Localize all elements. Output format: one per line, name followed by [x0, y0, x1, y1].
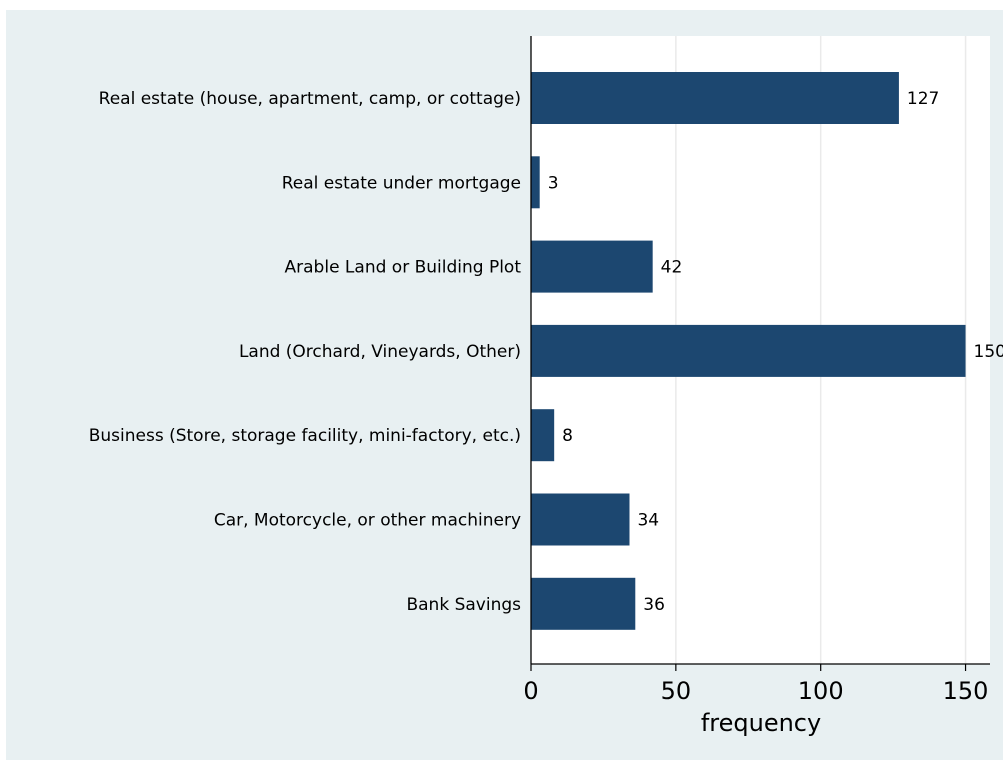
x-tick-label: 50: [661, 677, 692, 705]
category-label: Real estate under mortgage: [282, 173, 521, 193]
x-tick-label: 0: [523, 677, 538, 705]
data-label: 36: [643, 595, 665, 615]
category-label: Business (Store, storage facility, mini-…: [89, 426, 521, 446]
bar: [531, 240, 653, 293]
bar: [531, 577, 636, 630]
data-label: 127: [907, 89, 939, 109]
data-label: 150: [974, 342, 1003, 362]
bar: [531, 72, 899, 124]
data-label: 42: [661, 258, 683, 278]
bar: [531, 409, 555, 462]
bar: [531, 324, 966, 377]
bar: [531, 156, 540, 209]
data-label: 34: [637, 511, 659, 531]
value-labels: 127 3 42 150 8 34 36: [548, 89, 1003, 615]
x-tick-label: 100: [798, 677, 844, 705]
category-label: Car, Motorcycle, or other machinery: [214, 511, 521, 531]
bars: [531, 72, 966, 630]
x-axis-title: frequency: [701, 709, 821, 737]
category-label: Arable Land or Building Plot: [285, 258, 522, 278]
bar: [531, 493, 630, 546]
category-label: Real estate (house, apartment, camp, or …: [99, 89, 521, 109]
x-tick-label: 150: [943, 677, 989, 705]
category-label: Land (Orchard, Vineyards, Other): [239, 342, 521, 362]
category-label: Bank Savings: [406, 595, 521, 615]
category-labels: Real estate (house, apartment, camp, or …: [89, 89, 522, 615]
data-label: 3: [548, 173, 559, 193]
x-axis-ticks: 0 50 100 150: [523, 664, 988, 705]
data-label: 8: [562, 426, 573, 446]
